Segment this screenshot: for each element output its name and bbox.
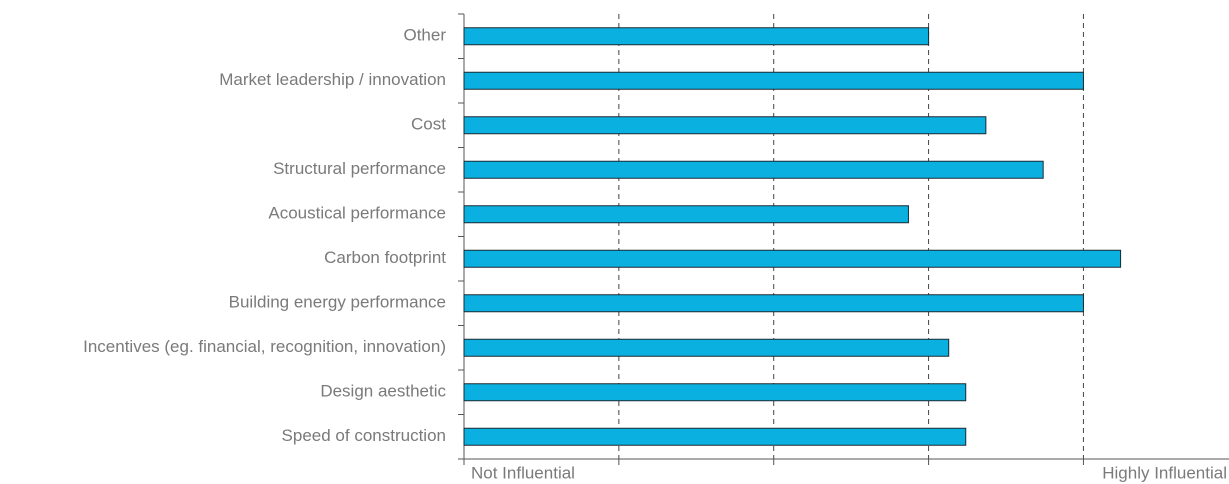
bar — [463, 116, 987, 135]
y-tick-label: Other — [403, 26, 446, 45]
bar — [463, 383, 967, 402]
y-tick-label: Speed of construction — [282, 426, 446, 445]
bar — [463, 338, 950, 357]
y-tick-label: Carbon footprint — [324, 248, 446, 267]
bar — [463, 160, 1044, 179]
y-tick-label: Market leadership / innovation — [219, 70, 446, 89]
y-tick-label: Incentives (eg. financial, recognition, … — [83, 337, 446, 356]
y-tick-label: Structural performance — [273, 159, 446, 178]
bar — [463, 71, 1084, 90]
bar — [463, 249, 1122, 268]
bar — [463, 27, 930, 46]
x-tick-label: Highly Influential — [1102, 463, 1227, 482]
bar — [463, 427, 967, 446]
bar — [463, 294, 1084, 313]
x-tick-label: Not Influential — [471, 463, 575, 482]
y-tick-label: Cost — [411, 115, 446, 134]
y-tick-label: Design aesthetic — [320, 382, 446, 401]
y-tick-label: Acoustical performance — [268, 204, 446, 223]
y-tick-label: Building energy performance — [229, 293, 446, 312]
bar — [463, 205, 909, 224]
